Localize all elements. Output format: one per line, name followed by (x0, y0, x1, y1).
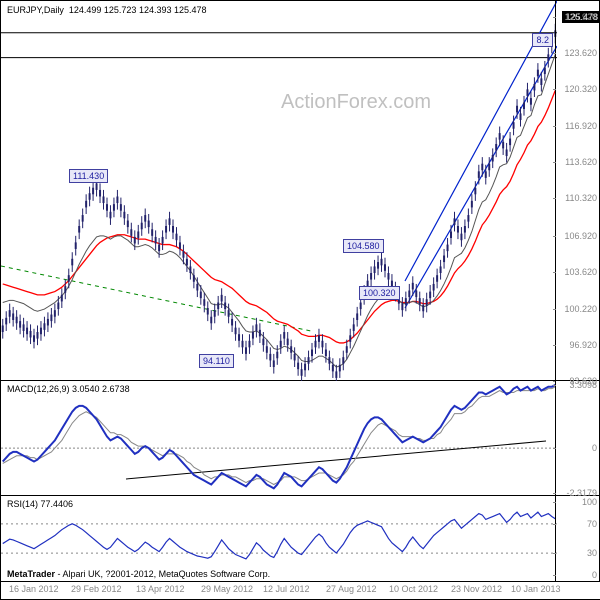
price-label-4: 94.110 (199, 354, 234, 368)
secondary-price-tag: 8.2 (532, 33, 553, 47)
trading-chart-window: EURJPY,Daily 124.499 125.723 124.393 125… (0, 0, 600, 600)
credit-product: MetaTrader (7, 569, 55, 579)
macd-title: MACD(12,26,9) 3.0540 2.6738 (7, 384, 130, 394)
price-svg (1, 1, 557, 381)
watermark: ActionForex.com (281, 91, 431, 114)
macd-panel: MACD(12,26,9) 3.0540 2.6738 (1, 381, 557, 496)
ohlc-readout: 124.499 125.723 124.393 125.478 (69, 5, 207, 15)
symbol-timeframe: EURJPY,Daily (7, 5, 64, 15)
credit-detail: - Alpari UK, ?2001-2012, MetaQuotes Soft… (55, 569, 270, 579)
price-label-1: 111.430 (69, 169, 108, 183)
chart-title: EURJPY,Daily 124.499 125.723 124.393 125… (7, 5, 207, 15)
price-panel: EURJPY,Daily 124.499 125.723 124.393 125… (1, 1, 557, 381)
rsi-y-axis: 10070300 (555, 496, 599, 582)
rsi-title: RSI(14) 77.4406 (7, 499, 73, 509)
rsi-panel: RSI(14) 77.4406 MetaTrader - Alpari UK, … (1, 496, 557, 582)
price-y-axis: 126.920123.620120.320116.920113.620110.3… (555, 1, 599, 381)
price-label-3: 100.320 (359, 286, 400, 300)
macd-y-axis: 3.30980-2.3179 (555, 381, 599, 496)
price-label-2: 104.580 (343, 239, 384, 253)
macd-svg (1, 381, 557, 496)
software-credit: MetaTrader - Alpari UK, ?2001-2012, Meta… (7, 569, 270, 579)
time-x-axis: 16 Jan 201229 Feb 201213 Apr 201229 May … (1, 581, 600, 599)
